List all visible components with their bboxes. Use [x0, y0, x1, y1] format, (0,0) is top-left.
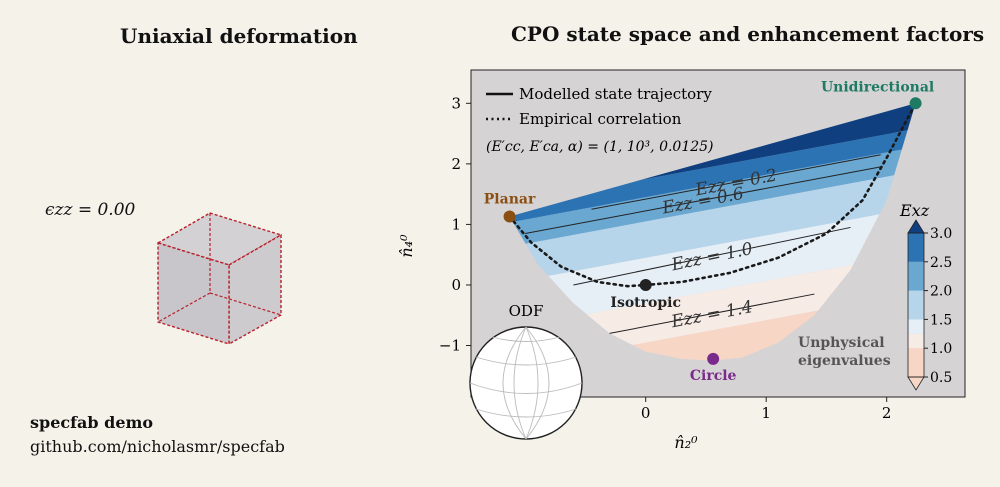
x-tick-label: 1 — [761, 404, 771, 422]
colorbar-tick-label: 1.0 — [930, 341, 952, 357]
y-axis-label: n̂₄⁰ — [397, 234, 416, 258]
legend: Modelled state trajectory Empirical corr… — [486, 85, 714, 155]
legend-modelled-trajectory: Modelled state trajectory — [519, 85, 712, 103]
contour-line — [525, 166, 881, 234]
y-tick-label: 1 — [451, 215, 461, 233]
chart-title: CPO state space and enhancement factors — [511, 22, 985, 46]
point-isotropic — [639, 278, 652, 291]
deformation-cube — [156, 212, 283, 346]
colorbar-label: Exz — [899, 201, 930, 220]
enhancement-band — [509, 154, 916, 303]
unphysical-label: Unphysical — [798, 335, 885, 351]
point-label-circle: Circle — [690, 368, 737, 384]
contour-line — [573, 226, 851, 286]
y-tick-label: −1 — [439, 337, 461, 355]
odf-label: ODF — [509, 302, 544, 320]
parameters-text: (E′cc, E′ca, α) = (1, 10³, 0.0125) — [486, 139, 714, 155]
colorbar-segment — [908, 290, 924, 320]
point-unidirectional — [909, 97, 922, 110]
colorbar-tick-label: 0.5 — [930, 370, 952, 386]
legend-empirical-correlation: Empirical correlation — [519, 110, 682, 128]
colorbar-segment — [908, 233, 924, 262]
demo-url[interactable]: github.com/nicholasmr/specfab — [30, 437, 285, 456]
colorbar-segment — [908, 319, 924, 334]
demo-title: specfab demo — [30, 413, 154, 432]
point-label-isotropic: Isotropic — [610, 295, 681, 311]
x-tick-label: 0 — [641, 404, 651, 422]
contour-line — [609, 293, 815, 334]
colorbar-segment — [908, 348, 924, 377]
colorbar-tick-label: 1.5 — [930, 312, 952, 328]
eigenvalues-label: eigenvalues — [798, 353, 891, 369]
point-label-planar: Planar — [484, 192, 536, 208]
y-tick-label: 3 — [451, 94, 461, 112]
x-tick-label: 2 — [882, 404, 892, 422]
enhancement-band — [509, 111, 916, 242]
left-panel-title: Uniaxial deformation — [120, 24, 358, 48]
colorbar-tick-label: 3.0 — [930, 226, 952, 242]
point-label-unidirectional: Unidirectional — [821, 79, 934, 95]
colorbar-tick-label: 2.0 — [930, 284, 952, 300]
odf-sphere — [469, 326, 583, 440]
y-tick-label: 0 — [451, 276, 461, 294]
colorbar-tick-label: 2.5 — [930, 255, 952, 271]
contour-line — [591, 154, 881, 210]
colorbar: 0.5 1.0 1.5 2.0 2.5 3.0 — [907, 219, 952, 391]
point-planar — [503, 210, 516, 223]
empirical-correlation-line — [508, 102, 917, 288]
colorbar-segment — [908, 333, 924, 349]
enhancement-band — [509, 129, 916, 267]
strain-label: ϵzz = 0.00 — [45, 200, 136, 220]
y-tick-label: 2 — [451, 155, 461, 173]
point-circle — [707, 352, 720, 365]
x-axis-label: n̂₂⁰ — [674, 433, 698, 452]
colorbar-segment — [908, 261, 924, 291]
colorbar-frame — [907, 232, 925, 378]
